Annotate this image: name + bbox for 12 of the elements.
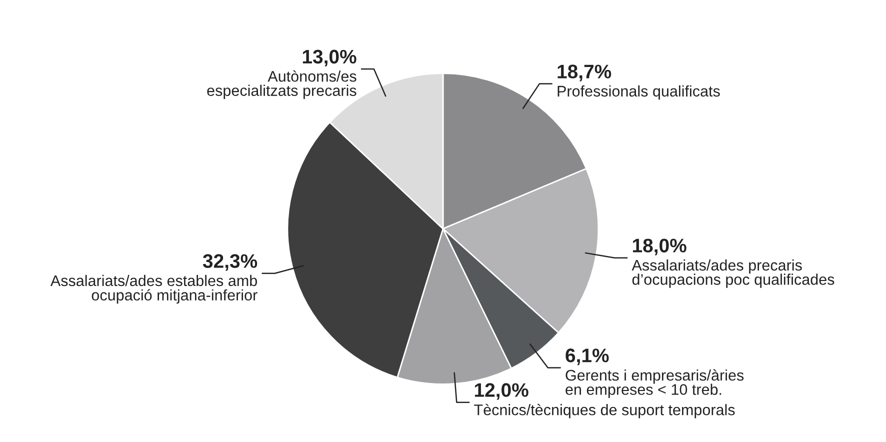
- data-label: 18,7%: [558, 64, 612, 82]
- data-label: 12,0%: [474, 383, 528, 400]
- slice-label: Professionals qualificats: [558, 85, 720, 100]
- data-label: 18,0%: [632, 238, 686, 256]
- slice-label: Gerents i empresaris/àries en empreses < 10 treb.: [566, 369, 744, 398]
- data-label: 13,0%: [302, 50, 356, 66]
- data-label: 6,1%: [566, 348, 609, 366]
- slice-label: Autònoms/es especialitzats precaris: [207, 70, 356, 100]
- slice-label: Tècnics/tècniques de suport temporals: [474, 404, 735, 418]
- slice-label: Assalariats/ades estables amb ocupació mitjana-inferior: [50, 274, 258, 304]
- data-label: 32,3%: [202, 254, 258, 271]
- slice-label: Assalariats/ades precaris d’ocupacions poc qualificades: [632, 259, 834, 288]
